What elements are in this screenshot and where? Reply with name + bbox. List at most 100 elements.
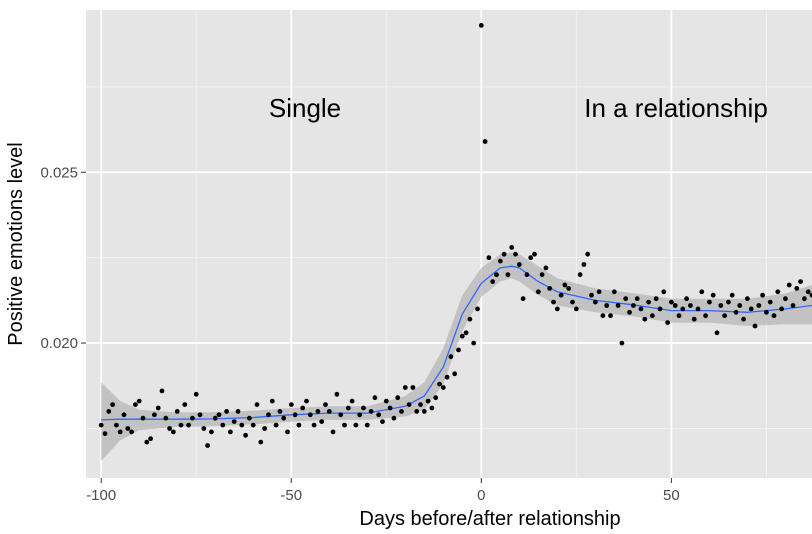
data-point <box>475 306 480 312</box>
data-point <box>695 306 701 312</box>
data-point <box>429 405 435 411</box>
data-point <box>148 436 154 442</box>
grid-major <box>86 10 812 478</box>
data-point <box>391 415 397 421</box>
data-point <box>106 409 112 414</box>
data-point <box>513 251 518 257</box>
data-point <box>566 286 572 291</box>
data-point <box>573 306 579 312</box>
data-point <box>140 415 146 421</box>
data-point <box>631 303 636 308</box>
scatter-points <box>98 23 812 448</box>
data-point <box>764 309 769 315</box>
annotation-single: Single <box>269 93 341 123</box>
data-point <box>543 265 549 271</box>
data-point <box>467 316 473 322</box>
data-point <box>459 333 465 339</box>
data-point <box>577 272 583 278</box>
data-point <box>269 398 275 404</box>
x-tick-label: 50 <box>663 487 680 504</box>
data-point <box>532 251 537 257</box>
data-point <box>353 422 359 428</box>
data-point <box>133 402 138 407</box>
data-point <box>387 405 393 411</box>
data-point <box>600 313 606 319</box>
data-point <box>539 272 545 278</box>
data-point <box>691 316 697 322</box>
data-point <box>448 354 454 360</box>
data-point <box>596 289 602 295</box>
data-point <box>634 296 640 302</box>
x-axis-title: Days before/after relationship <box>359 508 620 530</box>
data-point <box>478 23 484 28</box>
data-point <box>456 347 461 353</box>
data-point <box>805 289 811 295</box>
data-point <box>638 306 644 312</box>
data-point <box>98 422 104 428</box>
data-point <box>197 412 203 418</box>
data-point <box>190 415 195 421</box>
data-point <box>418 402 423 407</box>
data-point <box>216 412 222 418</box>
data-point <box>182 402 188 407</box>
data-point <box>745 296 750 302</box>
data-point <box>406 402 412 407</box>
data-point <box>794 286 800 291</box>
data-point <box>247 415 252 421</box>
data-point <box>171 429 176 435</box>
data-point <box>266 412 271 418</box>
data-point <box>798 279 803 284</box>
data-point <box>688 303 693 308</box>
data-point <box>756 303 762 308</box>
data-point <box>505 272 511 278</box>
data-point <box>604 303 610 308</box>
data-point <box>767 299 773 305</box>
data-point <box>748 306 754 312</box>
data-point <box>562 282 568 288</box>
data-point <box>114 422 119 428</box>
data-point <box>144 439 150 445</box>
data-point <box>372 395 378 401</box>
x-tick-label: -100 <box>86 487 116 504</box>
data-point <box>775 289 781 295</box>
data-point <box>319 419 325 424</box>
data-point <box>650 313 655 319</box>
smooth-line-layer <box>101 265 812 421</box>
data-point <box>220 422 226 428</box>
data-point <box>254 402 260 407</box>
data-point <box>121 412 127 418</box>
data-point <box>718 303 724 308</box>
data-point <box>345 405 351 411</box>
data-point <box>482 139 488 144</box>
data-point <box>425 398 431 404</box>
data-point <box>193 391 199 397</box>
data-point <box>497 258 503 264</box>
data-point <box>155 405 161 411</box>
data-point <box>771 313 777 319</box>
data-point <box>802 296 807 302</box>
data-point <box>152 412 157 418</box>
data-point <box>714 330 720 336</box>
annotation-in-a-relationship: In a relationship <box>584 93 768 123</box>
data-point <box>653 296 659 302</box>
data-point <box>414 409 420 414</box>
data-point <box>752 323 758 329</box>
data-point <box>623 296 629 302</box>
data-point <box>509 245 515 250</box>
data-point <box>300 405 306 411</box>
data-point <box>262 426 267 431</box>
data-point <box>471 340 477 346</box>
y-tick-label: 0.020 <box>40 335 78 352</box>
x-tick-label: -50 <box>280 487 302 504</box>
data-point <box>722 313 727 319</box>
data-point <box>642 316 648 322</box>
data-point <box>243 432 249 438</box>
data-point <box>452 371 458 377</box>
data-point <box>433 395 439 401</box>
data-point <box>524 272 530 278</box>
data-point <box>672 303 678 308</box>
data-point <box>684 296 689 302</box>
data-point <box>368 409 374 414</box>
data-point <box>726 299 731 305</box>
data-point <box>364 422 370 428</box>
